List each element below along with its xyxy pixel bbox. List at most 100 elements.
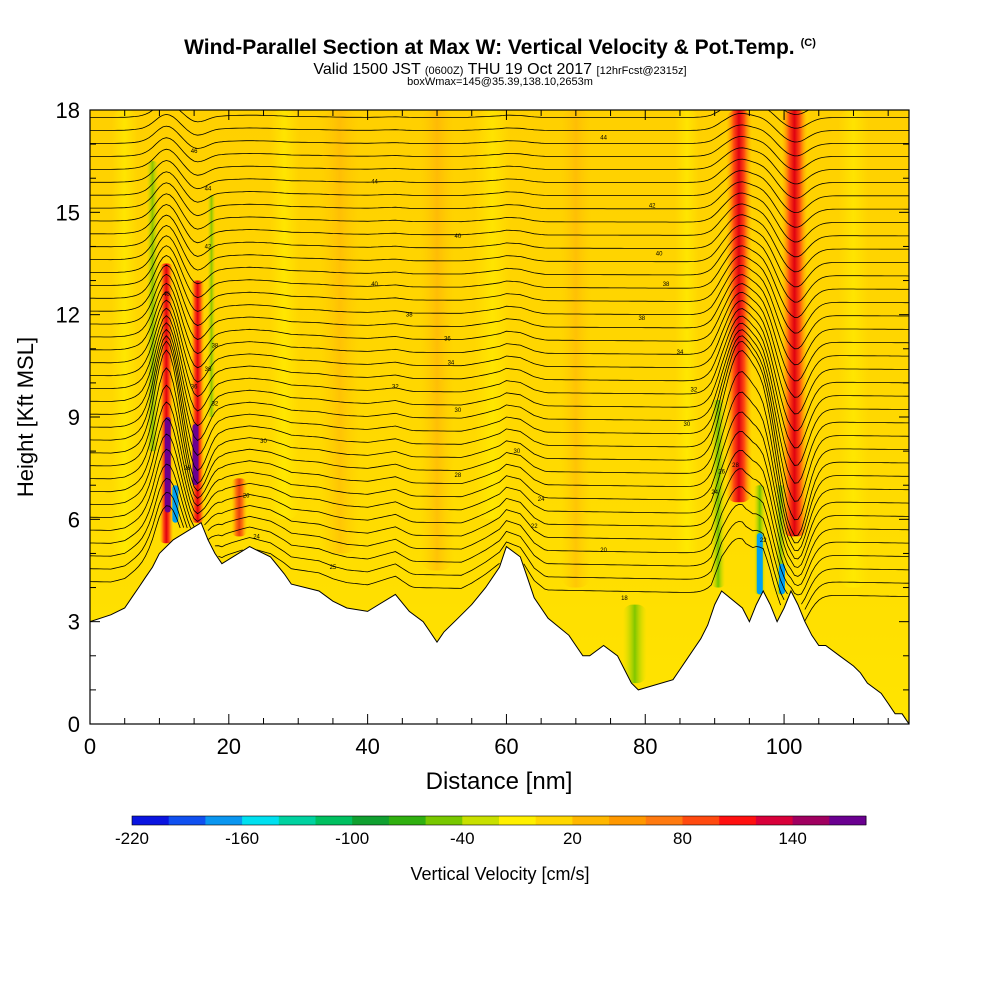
chart-box-info: boxWmax=145@35.39,138.10,2653m	[407, 76, 593, 88]
velocity-plume-17	[674, 110, 699, 554]
isotherm-label: 32	[212, 401, 219, 407]
isotherm-label: 30	[455, 408, 462, 414]
isotherm-line	[90, 322, 909, 466]
isotherm-line	[90, 367, 909, 544]
isotherm-line	[90, 235, 909, 303]
velocity-plume-10	[622, 604, 647, 684]
isotherm-label: 22	[531, 524, 538, 530]
isotherm-line	[90, 384, 909, 552]
isotherm-line	[90, 401, 909, 560]
y-tick-label: 18	[56, 98, 80, 123]
colorbar-tick-label: -220	[115, 829, 149, 848]
x-tick-label: 20	[217, 734, 241, 759]
velocity-plume-13	[560, 110, 591, 588]
isotherm-label: 26	[243, 493, 250, 499]
isotherm-label: 24	[538, 497, 545, 503]
colorbar-swatch	[315, 816, 353, 825]
x-tick-label: 60	[494, 734, 518, 759]
isotherm-label: 32	[392, 384, 399, 390]
velocity-plume-18	[838, 110, 869, 588]
isotherm-label: 40	[455, 234, 462, 240]
y-tick-label: 12	[56, 303, 80, 328]
velocity-plume-6	[207, 195, 216, 417]
isotherm-line	[90, 124, 909, 157]
isotherm-line	[90, 291, 909, 398]
isotherm-label: 40	[656, 251, 663, 257]
colorbar-tick-label: 80	[673, 829, 692, 848]
colorbar-tick-label: -100	[335, 829, 369, 848]
isotherm-line	[90, 315, 909, 449]
isotherm-label: 44	[371, 180, 378, 186]
velocity-plume-16	[474, 110, 511, 520]
velocity-plume-2	[231, 478, 248, 537]
x-tick-label: 80	[633, 734, 657, 759]
colorbar-swatch	[425, 816, 463, 825]
isotherm-label: 36	[444, 337, 451, 343]
colorbar-swatch	[462, 816, 500, 825]
isotherm-line	[90, 245, 909, 318]
isotherm-label: 38	[663, 282, 670, 288]
colorbar-tick-label: 20	[563, 829, 582, 848]
isotherm-label: 44	[600, 135, 607, 141]
isotherm-label: 38	[638, 316, 645, 322]
y-tick-label: 3	[68, 610, 80, 635]
x-axis-label: Distance [nm]	[426, 768, 573, 795]
isotherm-line	[90, 349, 909, 537]
colorbar-label: Vertical Velocity [cm/s]	[410, 864, 589, 884]
x-tick-label: 0	[84, 734, 96, 759]
isotherm-line	[90, 224, 909, 288]
colorbar-swatch	[682, 816, 720, 825]
isotherm-label: 40	[371, 282, 378, 288]
colorbar-swatch	[719, 816, 757, 825]
chart-subtitle: Valid 1500 JST (0600Z) THU 19 Oct 2017 […	[313, 61, 687, 78]
terrain-mask	[90, 521, 909, 724]
colorbar-tick-label: 140	[778, 829, 806, 848]
isotherm-line	[90, 505, 909, 621]
y-tick-label: 6	[68, 507, 80, 532]
isotherm-label: 44	[205, 186, 212, 192]
y-tick-label: 9	[68, 405, 80, 430]
isotherm-line	[90, 192, 909, 243]
chart-title: Wind-Parallel Section at Max W: Vertical…	[184, 36, 816, 59]
velocity-plume-15	[269, 110, 300, 520]
isotherm-label: 24	[253, 534, 260, 540]
colorbar-swatch	[572, 816, 610, 825]
isotherm-label: 18	[621, 596, 628, 602]
isotherm-label: 32	[690, 388, 697, 394]
isotherm-label: 34	[448, 360, 455, 366]
isotherm-line	[90, 463, 909, 596]
isotherm-line	[90, 433, 909, 577]
isotherm-line	[90, 273, 909, 366]
isotherm-line	[90, 340, 909, 521]
isotherm-line	[90, 417, 909, 568]
isotherm-label: 26	[184, 466, 191, 472]
velocity-plume-4	[781, 110, 808, 537]
colorbar-swatch	[755, 816, 794, 825]
isotherm-line	[90, 135, 909, 171]
colorbar-swatch	[535, 816, 573, 825]
isotherm-line	[90, 491, 909, 610]
velocity-plume-14	[111, 110, 138, 554]
isotherm-label: 42	[205, 244, 212, 250]
colorbar-swatch	[132, 816, 170, 825]
isotherm-label: 40	[163, 292, 170, 298]
isotherm-label: 30	[684, 422, 691, 428]
isotherm-label: 22	[760, 538, 767, 544]
x-axis: 0 20 40 60 80 100	[84, 110, 889, 759]
isotherm-line	[90, 181, 909, 228]
isotherm-label: 38	[212, 343, 219, 349]
colorbar-swatch	[205, 816, 243, 825]
isotherm-label: 42	[649, 204, 656, 210]
isotherm-labels: 46 44 42 40 38 36 36 32 30 26 24 26 44 40 40 38 36 34 32 30…	[163, 135, 767, 602]
isotherm-line	[90, 158, 909, 199]
isotherm-label: 24	[711, 490, 718, 496]
isotherm-label: 28	[455, 473, 462, 479]
isotherm-label: 26	[718, 470, 725, 476]
isotherm-label: 28	[732, 463, 739, 469]
isotherm-line	[90, 147, 909, 185]
isotherm-label: 34	[677, 350, 684, 356]
isotherm-line	[90, 335, 909, 502]
isotherm-label: 30	[260, 439, 267, 445]
colorbar-frame	[131, 815, 867, 826]
